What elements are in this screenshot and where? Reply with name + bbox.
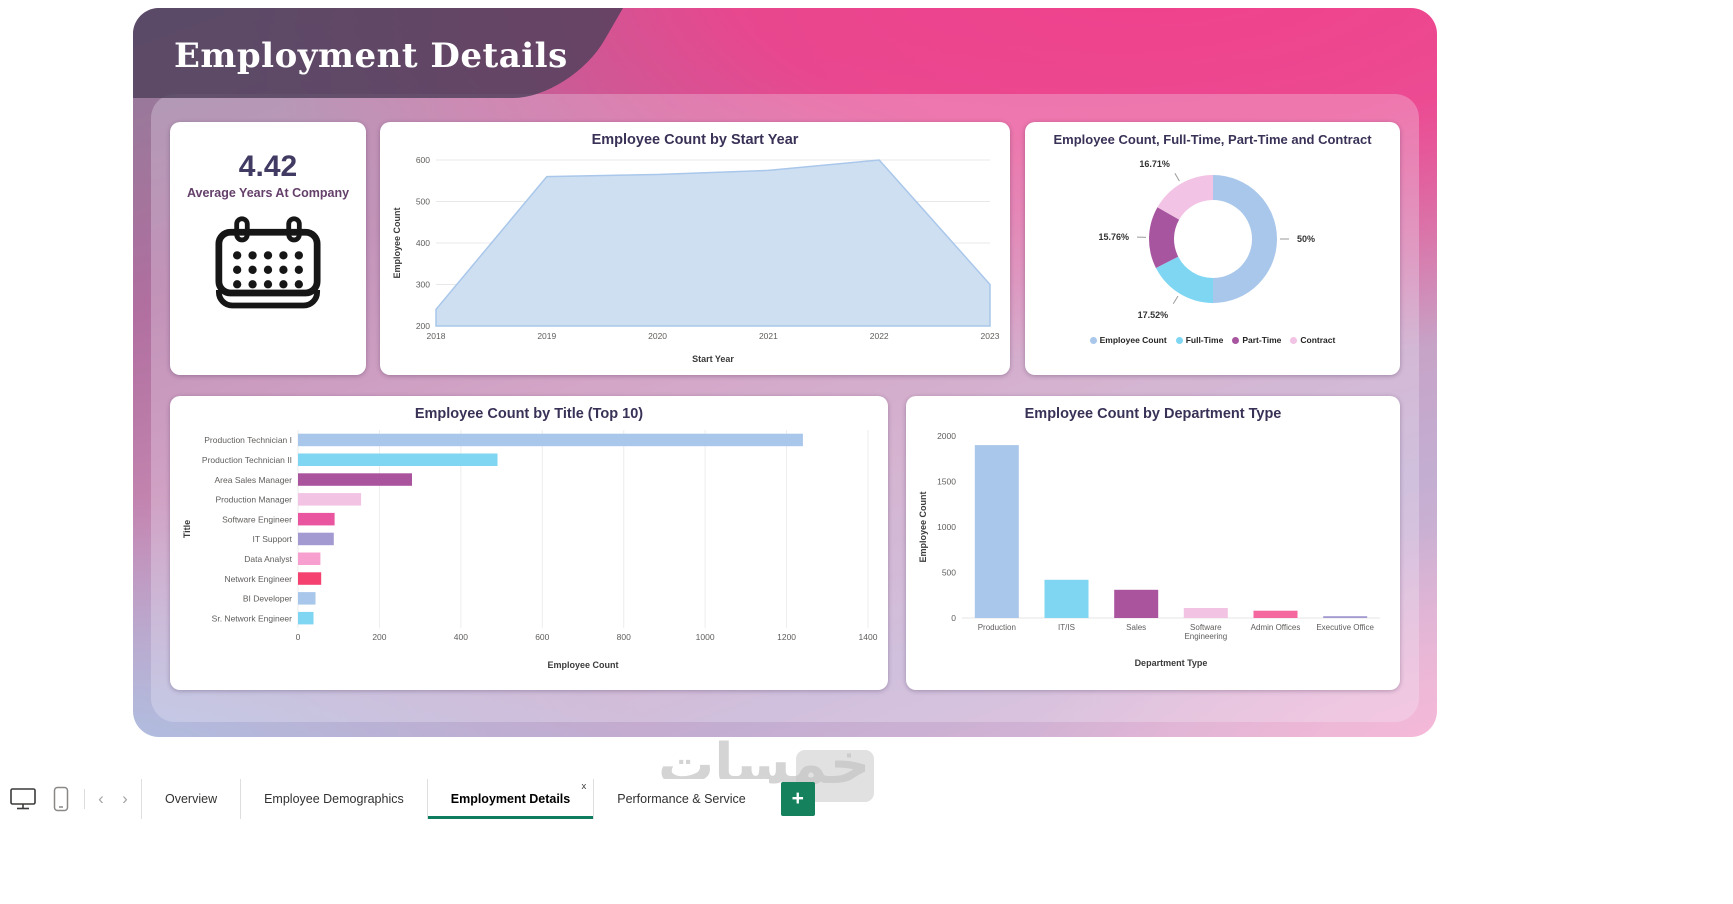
svg-text:500: 500 — [416, 197, 430, 207]
view-controls: ‹ › — [0, 779, 141, 819]
svg-text:200: 200 — [372, 632, 386, 642]
svg-text:2023: 2023 — [981, 331, 1000, 341]
svg-text:2020: 2020 — [648, 331, 667, 341]
legend-item: Part-Time — [1232, 335, 1281, 345]
donut-chart-card: Employee Count, Full-Time, Part-Time and… — [1025, 122, 1400, 375]
column-chart-title: Employee Count by Department Type — [1024, 406, 1282, 422]
donut-chart-title: Employee Count, Full-Time, Part-Time and… — [1053, 132, 1372, 147]
legend-item: Contract — [1290, 335, 1335, 345]
kpi-card-average-years: 4.42 Average Years At Company — [170, 122, 366, 375]
tab-overview[interactable]: Overview — [141, 779, 241, 819]
page-tab-bar: ‹ › Overview Employee Demographics Emplo… — [0, 779, 1733, 819]
svg-text:Sr. Network Engineer: Sr. Network Engineer — [212, 613, 292, 623]
column-chart-card: Employee Count by Department Type 0 500 10… — [906, 396, 1400, 690]
svg-text:Executive Office: Executive Office — [1316, 623, 1374, 632]
svg-text:800: 800 — [617, 632, 631, 642]
svg-text:1200: 1200 — [777, 632, 796, 642]
svg-text:2018: 2018 — [427, 331, 446, 341]
svg-text:Start Year: Start Year — [692, 354, 734, 364]
calendar-icon — [180, 212, 356, 323]
svg-text:Data Analyst: Data Analyst — [244, 554, 292, 564]
svg-text:300: 300 — [416, 280, 430, 290]
svg-text:15.76%: 15.76% — [1098, 232, 1129, 242]
previous-page-icon[interactable]: ‹ — [98, 789, 104, 808]
monitor-icon[interactable] — [8, 784, 38, 814]
svg-text:16.71%: 16.71% — [1139, 159, 1170, 169]
add-page-button[interactable]: + — [780, 782, 815, 816]
tab-label: Employment Details — [450, 792, 571, 806]
tab-label: Employee Demographics — [264, 792, 404, 806]
area-chart-title: Employee Count by Start Year — [591, 132, 799, 148]
svg-text:0: 0 — [951, 613, 956, 623]
phone-icon[interactable] — [46, 784, 76, 814]
svg-text:2019: 2019 — [537, 331, 556, 341]
bar-chart-card: Employee Count by Title (Top 10) 0 200 400… — [170, 396, 888, 690]
svg-text:BI Developer: BI Developer — [243, 594, 292, 604]
svg-text:17.52%: 17.52% — [1138, 310, 1169, 320]
tab-employment-details[interactable]: Employment Details x — [426, 779, 594, 819]
svg-text:Department Type: Department Type — [1135, 658, 1208, 668]
bar-chart-title: Employee Count by Title (Top 10) — [414, 406, 644, 422]
svg-text:Production Manager: Production Manager — [215, 495, 292, 505]
divider — [84, 789, 85, 809]
donut-legend: Employee Count Full-Time Part-Time Contract — [1035, 335, 1390, 345]
svg-text:600: 600 — [535, 632, 549, 642]
svg-text:Production Technician II: Production Technician II — [202, 455, 292, 465]
svg-text:Software: Software — [1190, 623, 1222, 632]
svg-text:Engineering: Engineering — [1184, 632, 1227, 641]
svg-text:Employee Count: Employee Count — [918, 491, 928, 562]
svg-text:2022: 2022 — [870, 331, 889, 341]
area-chart-card: Employee Count by Start Year 200 300 400 50… — [380, 122, 1010, 375]
svg-text:Title: Title — [182, 520, 192, 538]
svg-text:1000: 1000 — [937, 522, 956, 532]
page-title: Employment Details — [174, 36, 568, 76]
svg-text:Admin Offices: Admin Offices — [1251, 623, 1301, 632]
dashboard-canvas: Employment Details 4.42 Average Years At… — [133, 8, 1437, 737]
legend-item: Employee Count — [1089, 335, 1167, 345]
svg-text:Production Technician I: Production Technician I — [204, 435, 292, 445]
svg-text:400: 400 — [416, 238, 430, 248]
svg-text:2000: 2000 — [937, 431, 956, 441]
svg-text:Software Engineer: Software Engineer — [222, 514, 292, 524]
svg-text:400: 400 — [454, 632, 468, 642]
kpi-label: Average Years At Company — [186, 186, 350, 200]
svg-text:Employee Count: Employee Count — [547, 660, 618, 670]
donut-chart: 50% 17.52% 15.76% 16.71% — [1035, 147, 1390, 333]
svg-text:0: 0 — [296, 632, 301, 642]
svg-text:Production: Production — [978, 623, 1016, 632]
svg-text:500: 500 — [942, 568, 956, 578]
area-chart: 200 300 400 500 600 2018 2019 2020 2021 2022 2023 S… — [390, 148, 1000, 366]
svg-text:IT Support: IT Support — [252, 534, 292, 544]
column-chart: 0 500 1000 1500 2000 Production IT/IS Sales Soft… — [916, 422, 1390, 674]
svg-text:1000: 1000 — [696, 632, 715, 642]
tab-label: Performance & Service — [617, 792, 746, 806]
svg-text:IT/IS: IT/IS — [1058, 623, 1075, 632]
svg-text:1400: 1400 — [859, 632, 878, 642]
svg-text:Sales: Sales — [1126, 623, 1146, 632]
tab-performance-service[interactable]: Performance & Service — [593, 779, 769, 819]
svg-text:200: 200 — [416, 321, 430, 331]
tab-label: Overview — [165, 792, 218, 806]
svg-text:Employee Count: Employee Count — [392, 207, 402, 278]
next-page-icon[interactable]: › — [122, 789, 128, 808]
svg-text:600: 600 — [416, 155, 430, 165]
kpi-value: 4.42 — [238, 150, 298, 183]
svg-text:2021: 2021 — [759, 331, 778, 341]
bar-chart: 0 200 400 600 800 1000 1200 1400 Production Tech… — [180, 422, 878, 674]
svg-text:Network Engineer: Network Engineer — [224, 574, 292, 584]
svg-text:1500: 1500 — [937, 477, 956, 487]
legend-item: Full-Time — [1175, 335, 1223, 345]
tab-employee-demographics[interactable]: Employee Demographics — [240, 779, 427, 819]
svg-text:50%: 50% — [1297, 234, 1315, 244]
close-icon[interactable]: x — [581, 781, 587, 792]
svg-text:Area Sales Manager: Area Sales Manager — [215, 475, 293, 485]
